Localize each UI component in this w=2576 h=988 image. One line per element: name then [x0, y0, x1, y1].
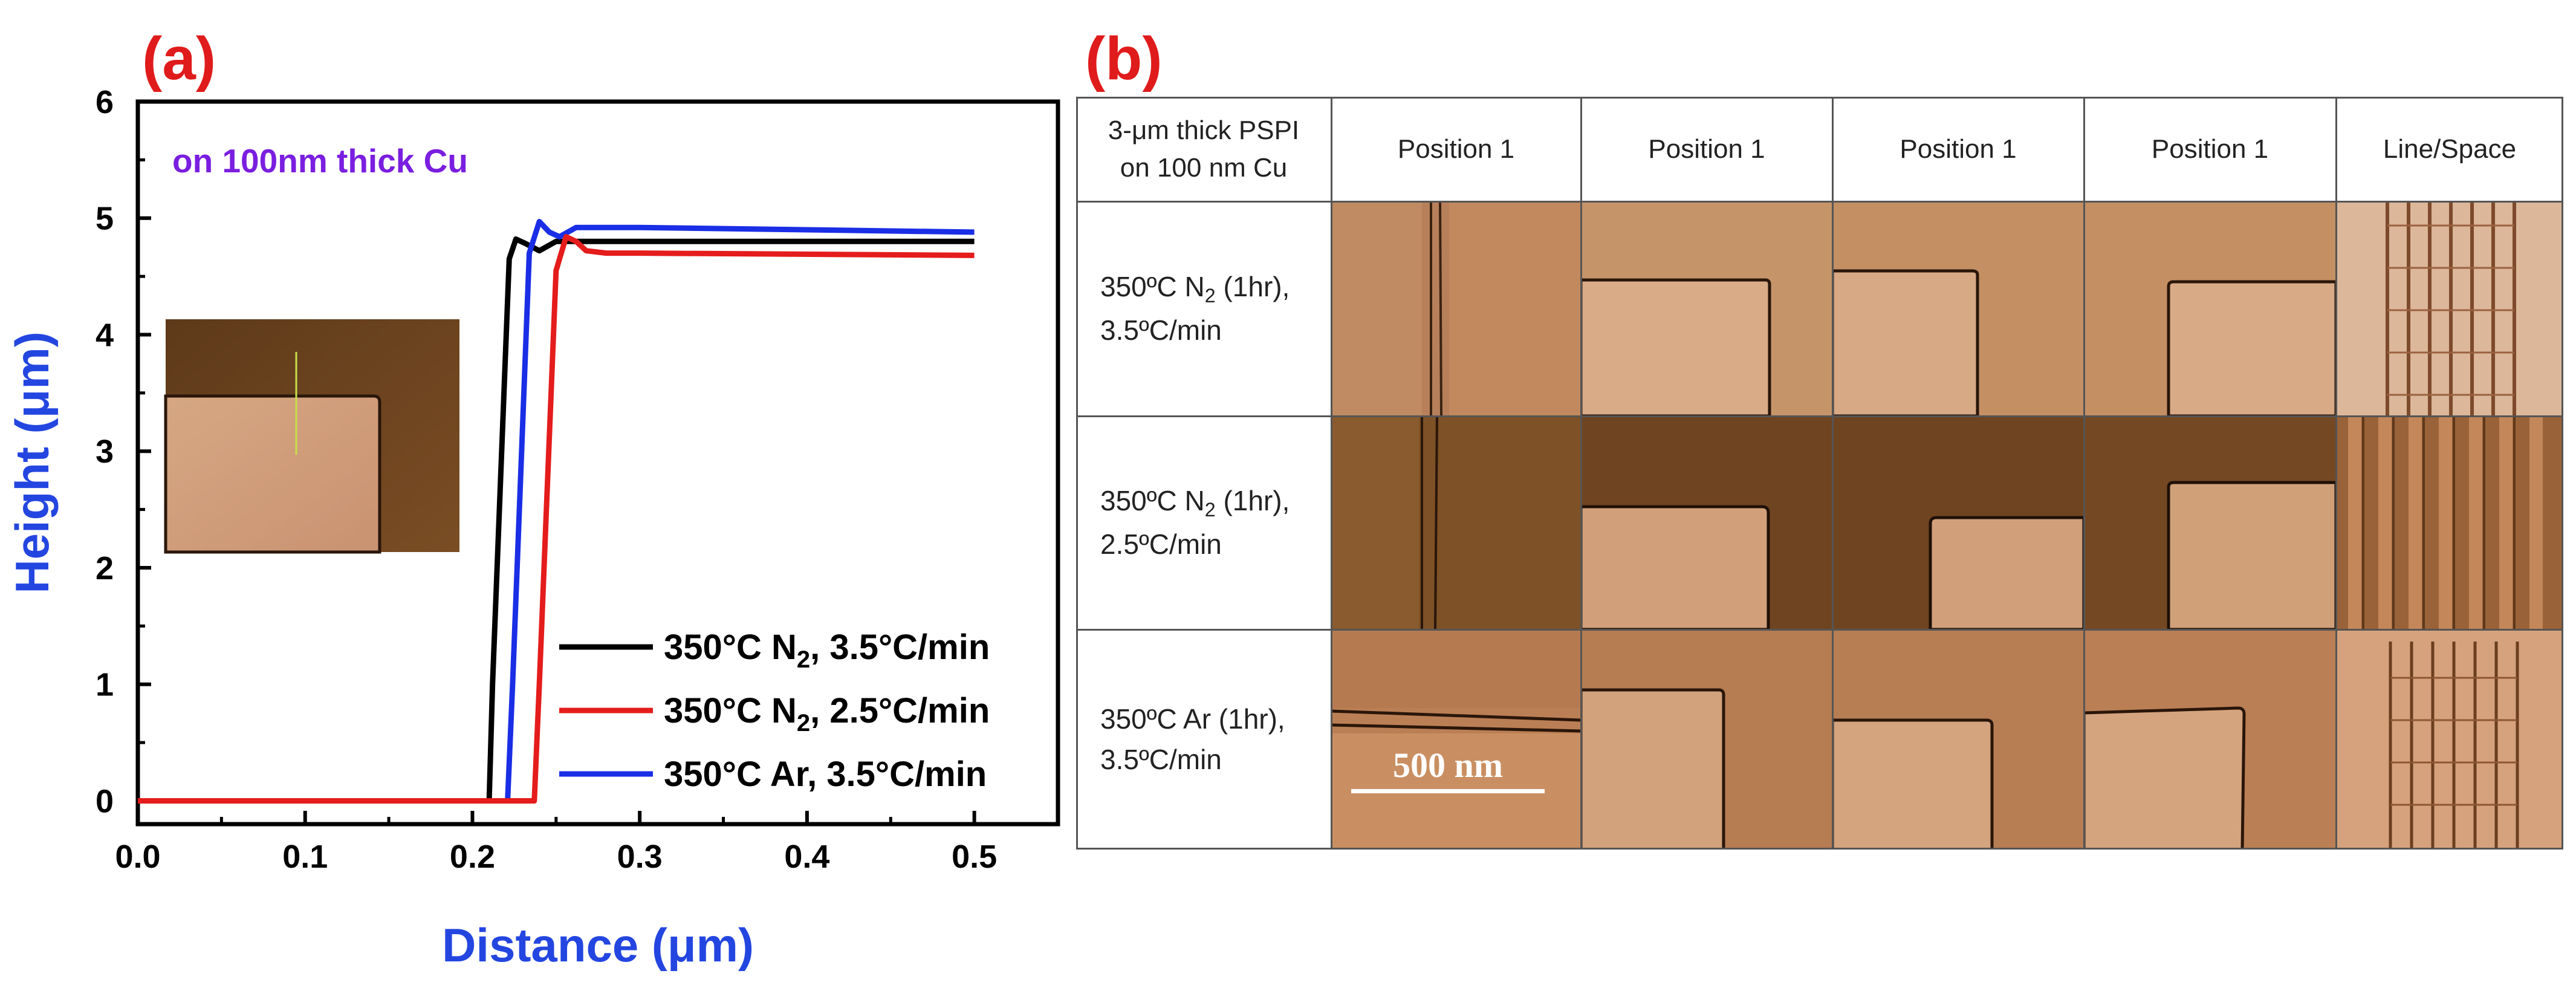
grid-line [1076, 415, 2563, 417]
scale-bar: 500 nm [1351, 745, 1545, 793]
series-line-0 [138, 236, 975, 804]
row-label: 350ºC Ar (1hr), 3.5ºC/min [1076, 629, 1331, 850]
micrograph-cell [2084, 416, 2336, 629]
grid-line [1076, 97, 2563, 99]
y-tick-label: 5 [96, 201, 114, 237]
column-header: Position 1 [1648, 134, 1765, 164]
micrograph-cell [1581, 201, 1832, 416]
micrograph-image [1331, 416, 1581, 629]
row-label: 350ºC N2 (1hr), 2.5ºC/min [1076, 416, 1331, 629]
micrograph-cell [1331, 201, 1581, 416]
column-header: Position 1 [1900, 134, 2017, 164]
row-label-line-1: 350ºC Ar (1hr), [1100, 703, 1285, 735]
x-tick-label: 0.0 [115, 839, 160, 875]
grid-line [1076, 848, 2563, 850]
series-line-2 [138, 219, 975, 804]
y-tick-label: 4 [96, 317, 114, 353]
micrograph-cell [2336, 201, 2563, 416]
x-tick-label: 0.1 [282, 839, 328, 875]
scale-bar-line [1351, 789, 1545, 793]
table-corner: 3-μm thick PSPI on 100 nm Cu [1076, 97, 1331, 201]
grid-line [1076, 97, 1078, 850]
micrograph-image [2084, 416, 2336, 629]
x-tick-label: 0.3 [617, 839, 663, 875]
plot-frame [135, 99, 1060, 827]
grid-line [1076, 201, 2563, 203]
micrograph-cell [1331, 629, 1581, 850]
micrograph-cell [2336, 416, 2563, 629]
micrograph-cell [2084, 201, 2336, 416]
column-header: Position 1 [1397, 134, 1515, 164]
grid-line [1832, 97, 1834, 850]
x-axis-title: Distance (μm) [442, 918, 754, 972]
panel-b-label: (b) [1085, 25, 1163, 93]
scale-bar-label: 500 nm [1392, 746, 1504, 785]
legend-label-1: 350°C N2, 2.5°C/min [664, 691, 990, 736]
row-label-line-2: 2.5ºC/min [1100, 528, 1222, 561]
legend-label-2: 350°C Ar, 3.5°C/min [664, 755, 987, 794]
y-tick-label: 2 [96, 550, 114, 587]
panel-a-label: (a) [142, 25, 216, 93]
micrograph-cell [2336, 629, 2563, 850]
series-line-1 [138, 234, 975, 804]
micrograph-image [2336, 201, 2563, 416]
inset-micrograph [164, 319, 459, 554]
micrograph-image [1581, 416, 1832, 629]
table-corner-line-2: on 100 nm Cu [1120, 152, 1288, 183]
grid-line [1076, 629, 2563, 631]
legend-label-0: 350°C N2, 3.5°C/min [664, 628, 990, 673]
x-tick-label: 0.5 [952, 839, 997, 875]
micrograph-image [1832, 416, 2084, 629]
column-header: Line/Space [2383, 134, 2517, 164]
micrograph-cell [1832, 201, 2084, 416]
column-header: Position 1 [2151, 134, 2269, 164]
micrograph-cell [2084, 629, 2336, 850]
y-tick-label: 0 [96, 783, 114, 819]
micrograph-image [1581, 629, 1832, 850]
micrograph-cell [1832, 629, 2084, 850]
micrograph-cell [1331, 416, 1581, 629]
row-label-line-2: 3.5ºC/min [1100, 744, 1222, 775]
chart-legend: 350°C N2, 3.5°C/min 350°C N2, 2.5°C/min … [559, 628, 990, 794]
row-label-line-2: 3.5ºC/min [1100, 314, 1222, 346]
grid-line [2561, 97, 2563, 850]
micrograph-cell [1581, 629, 1832, 850]
x-tick-label: 0.4 [784, 839, 829, 875]
micrograph-cell [1832, 416, 2084, 629]
y-tick-label: 3 [96, 434, 114, 470]
micrograph-image [1832, 201, 2084, 416]
row-label-line-1: 350ºC N2 (1hr), [1100, 485, 1290, 521]
table-corner-line-1: 3-μm thick PSPI [1108, 115, 1300, 145]
grid-line [1331, 97, 1332, 850]
row-label-line-1: 350ºC N2 (1hr), [1100, 271, 1290, 307]
micrograph-table: 3-μm thick PSPI on 100 nm Cu Position 1 … [1076, 97, 2563, 850]
micrograph-image [1331, 201, 1581, 416]
micrograph-cell [1581, 416, 1832, 629]
micrograph-image [2084, 629, 2336, 850]
grid-line [1580, 97, 1582, 850]
micrograph-image [2336, 629, 2563, 850]
chart-annotation: on 100nm thick Cu [172, 142, 468, 180]
inset-light-region [164, 394, 381, 554]
micrograph-image [1331, 629, 1581, 850]
micrograph-image [2336, 416, 2563, 629]
x-tick-label: 0.2 [450, 839, 495, 875]
y-axis-title: Height (μm) [5, 331, 59, 593]
micrograph-image [2084, 201, 2336, 416]
micrograph-image [1832, 629, 2084, 850]
y-tick-label: 6 [96, 84, 114, 120]
grid-line [2335, 97, 2337, 850]
grid-line [2083, 97, 2085, 850]
height-profile-chart: 0.0 0.1 0.2 0.3 0.4 0.5 0 1 2 3 4 5 6 on 100nm thick… [5, 84, 1060, 972]
row-label: 350ºC N2 (1hr), 3.5ºC/min [1076, 201, 1331, 416]
micrograph-image [1581, 201, 1832, 416]
y-tick-label: 1 [96, 667, 114, 703]
